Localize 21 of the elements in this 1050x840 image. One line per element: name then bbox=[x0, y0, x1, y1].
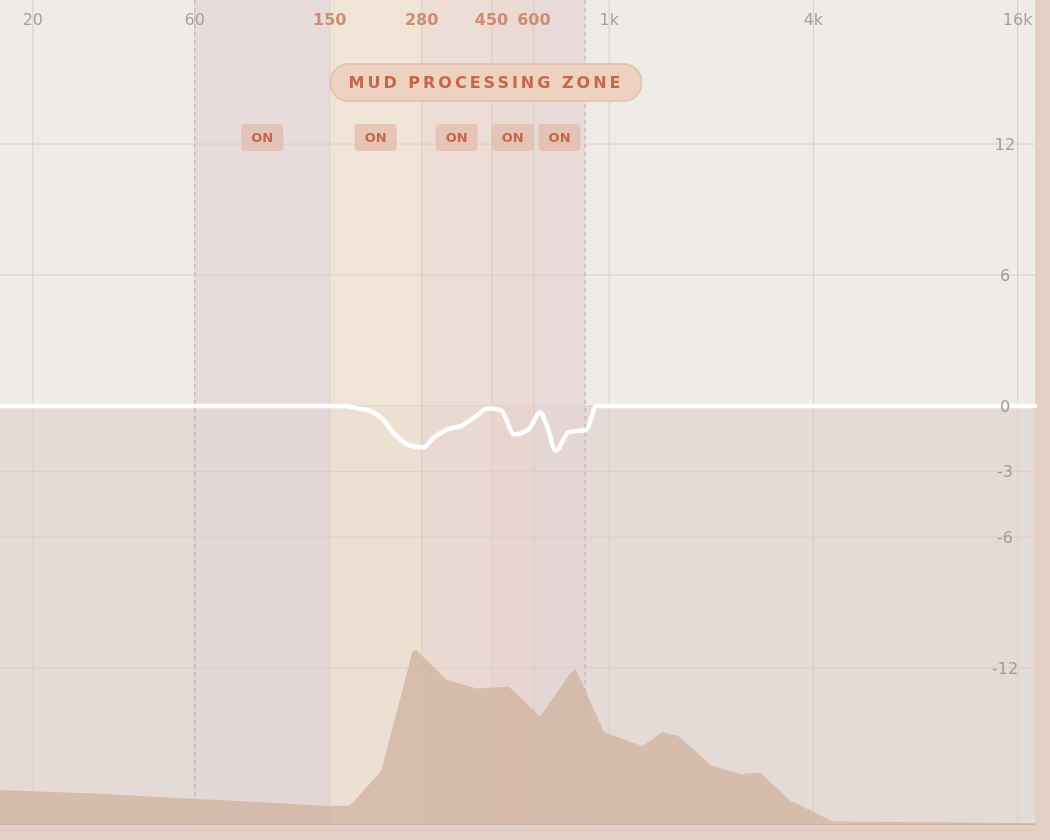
x-tick-label: 16k bbox=[1002, 10, 1034, 29]
y-tick-label: -6 bbox=[997, 527, 1013, 547]
y-tick-label: -3 bbox=[997, 462, 1013, 482]
x-tick-label: 450 bbox=[474, 10, 509, 29]
x-tick-label: 4k bbox=[803, 10, 824, 29]
band-label: ON bbox=[501, 130, 524, 145]
band-label: ON bbox=[251, 130, 274, 145]
band-label: ON bbox=[445, 130, 468, 145]
y-tick-label: 12 bbox=[994, 135, 1016, 155]
y-tick-label: 6 bbox=[999, 266, 1011, 285]
x-tick-label: 1k bbox=[599, 10, 620, 29]
band-label: ON bbox=[548, 130, 571, 145]
x-tick-label: 20 bbox=[22, 10, 44, 29]
x-tick-label: 150 bbox=[313, 10, 347, 29]
x-tick-label: 600 bbox=[517, 10, 551, 29]
band-label: ON bbox=[364, 130, 387, 145]
x-tick-label: 280 bbox=[404, 10, 439, 29]
x-tick-label: 60 bbox=[184, 10, 205, 29]
y-tick-label: 0 bbox=[999, 396, 1011, 416]
annotation: MUD PROCESSING ZONE bbox=[348, 73, 624, 92]
y-tick-label: -12 bbox=[991, 658, 1019, 678]
